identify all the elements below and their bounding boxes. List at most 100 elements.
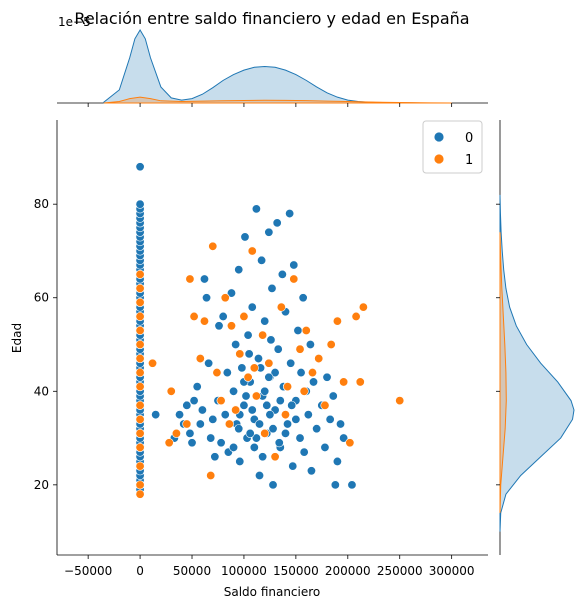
scatter-point-series-0 (182, 400, 192, 410)
scatter-point-series-1 (135, 283, 145, 293)
chart-title: Relación entre saldo financiero y edad e… (74, 9, 469, 28)
scatter-point-series-0 (226, 288, 236, 298)
scatter-point-series-0 (222, 368, 232, 378)
scatter-point-series-1 (171, 428, 181, 438)
scatter-point-series-0 (187, 438, 197, 448)
scatter-point-series-1 (239, 311, 249, 321)
scatter-point-series-0 (235, 456, 245, 466)
scatter-point-series-0 (266, 335, 276, 345)
scatter-point-series-0 (273, 344, 283, 354)
scatter-point-series-1 (135, 354, 145, 364)
scatter-point-series-0 (336, 419, 346, 429)
scatter-point-series-0 (280, 428, 290, 438)
scatter-point-series-1 (135, 400, 145, 410)
scatter-point-series-0 (251, 204, 261, 214)
x-tick-label: 100000 (221, 564, 267, 578)
scatter-point-series-1 (314, 354, 324, 364)
scatter-point-series-0 (298, 293, 308, 303)
scatter-point-series-1 (243, 372, 253, 382)
scatter-point-series-0 (303, 410, 313, 420)
y-axis-ticks: 20 40 60 80 (34, 197, 500, 492)
scatter-point-series-1 (220, 293, 230, 303)
scatter-point-series-0 (220, 410, 230, 420)
scatter-point-series-0 (288, 461, 298, 471)
scatter-point-series-0 (255, 470, 265, 480)
scatter-point-series-1 (289, 274, 299, 284)
main-scatter-axes: −50000 0 50000 100000 150000 200000 250000 3000… (34, 103, 500, 578)
scatter-point-series-0 (245, 428, 255, 438)
scatter-point-series-0 (135, 162, 145, 172)
scatter-point-series-1 (326, 340, 336, 350)
y-tick-label: 60 (34, 291, 49, 305)
top-axis-multiplier: 1e−5 (58, 15, 91, 29)
scatter-point-series-1 (358, 302, 368, 312)
scatter-point-series-1 (355, 377, 365, 387)
scatter-point-series-0 (206, 433, 216, 443)
scatter-point-series-1 (260, 428, 270, 438)
top-density-curve-series-0 (103, 29, 452, 104)
scatter-point-series-0 (332, 456, 342, 466)
scatter-point-series-0 (244, 349, 254, 359)
scatter-point-series-1 (135, 325, 145, 335)
scatter-point-series-0 (264, 372, 274, 382)
scatter-point-series-0 (210, 452, 220, 462)
right-density-curve-series-1 (499, 232, 507, 513)
scatter-point-series-0 (185, 428, 195, 438)
scatter-point-series-0 (243, 330, 253, 340)
scatter-point-series-0 (265, 410, 275, 420)
scatter-point-series-0 (291, 414, 301, 424)
scatter-point-series-0 (322, 372, 332, 382)
legend-marker-1 (433, 153, 445, 165)
scatter-point-series-1 (164, 438, 174, 448)
scatter-point-series-1 (320, 400, 330, 410)
scatter-point-series-0 (262, 400, 272, 410)
scatter-point-series-0 (240, 232, 250, 242)
scatter-point-series-0 (257, 255, 267, 265)
scatter-point-series-0 (258, 452, 268, 462)
scatter-point-series-1 (295, 344, 305, 354)
scatter-point-series-0 (231, 340, 241, 350)
right-marginal-density (499, 120, 575, 555)
x-tick-label: 150000 (273, 564, 319, 578)
scatter-point-series-1 (283, 382, 293, 392)
x-axis-ticks: −50000 0 50000 100000 150000 200000 250000 3000… (64, 103, 475, 578)
scatter-point-series-1 (299, 386, 309, 396)
scatter-point-series-0 (202, 293, 212, 303)
scatter-point-series-0 (218, 311, 228, 321)
scatter-point-series-0 (306, 466, 316, 476)
scatter-point-series-0 (295, 433, 305, 443)
scatter-point-series-1 (135, 311, 145, 321)
scatter-point-series-1 (226, 321, 236, 331)
scatter-point-series-1 (166, 386, 176, 396)
scatter-point-series-1 (264, 358, 274, 368)
scatter-point-series-0 (299, 447, 309, 457)
scatter-point-series-0 (325, 414, 335, 424)
scatter-point-series-1 (135, 461, 145, 471)
scatter-point-series-0 (216, 438, 226, 448)
scatter-point-series-0 (229, 386, 239, 396)
x-tick-label: −50000 (64, 564, 112, 578)
scatter-point-series-1 (135, 489, 145, 499)
scatter-point-series-0 (289, 260, 299, 270)
x-tick-label: 0 (136, 564, 144, 578)
scatter-point-series-1 (135, 340, 145, 350)
scatter-point-series-1 (258, 330, 268, 340)
scatter-point-series-1 (249, 363, 259, 373)
scatter-point-series-1 (301, 325, 311, 335)
scatter-point-series-0 (251, 433, 261, 443)
scatter-point-series-0 (247, 302, 257, 312)
scatter-point-series-0 (192, 382, 202, 392)
scatter-point-series-0 (267, 283, 277, 293)
scatter-point-series-1 (135, 382, 145, 392)
scatter-point-series-1 (135, 428, 145, 438)
scatter-point-series-0 (339, 433, 349, 443)
scatter-point-series-0 (328, 391, 338, 401)
scatter-point-series-0 (237, 363, 247, 373)
scatter-point-series-1 (224, 419, 234, 429)
scatter-point-series-1 (195, 354, 205, 364)
scatter-point-series-0 (347, 480, 357, 490)
scatter-point-series-0 (275, 396, 285, 406)
top-density-curve-series-1 (103, 96, 452, 104)
scatter-point-series-0 (305, 340, 315, 350)
